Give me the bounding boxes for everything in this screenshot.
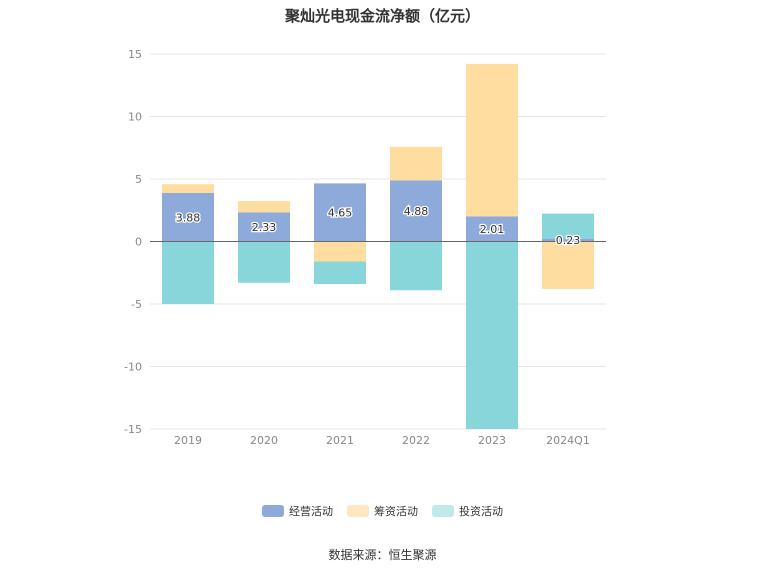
x-tick-label: 2019 <box>174 434 202 447</box>
x-tick-label: 2024Q1 <box>546 434 590 447</box>
bar-1-5 <box>542 241 594 289</box>
bar-2-5 <box>542 213 594 239</box>
x-tick-label: 2023 <box>478 434 506 447</box>
legend-swatch-operating <box>262 505 284 517</box>
data-label: 4.65 <box>328 206 353 219</box>
y-tick-label: -5 <box>131 298 142 311</box>
bar-2-0 <box>162 241 214 304</box>
legend-item-investing[interactable]: 投资活动 <box>432 503 503 519</box>
bar-2-2 <box>314 261 366 284</box>
x-tick-label: 2022 <box>402 434 430 447</box>
bar-1-3 <box>390 146 442 181</box>
data-label: 4.88 <box>404 205 429 218</box>
data-label: 2.01 <box>480 223 505 236</box>
bar-0-1 <box>238 212 290 242</box>
bar-0-2 <box>314 183 366 242</box>
bar-0-3 <box>390 180 442 242</box>
legend-swatch-investing <box>432 505 454 517</box>
legend-label-financing: 筹资活动 <box>374 505 418 518</box>
legend-item-operating[interactable]: 经营活动 <box>262 503 333 519</box>
bar-1-1 <box>238 201 290 213</box>
x-tick-label: 2020 <box>250 434 278 447</box>
legend-swatch-financing <box>347 505 369 517</box>
data-labels: 3.88 2.33 4.65 4.88 2.01 0.23 <box>175 204 582 249</box>
bar-0-5 <box>542 238 594 242</box>
y-tick-label: 15 <box>128 48 142 61</box>
bar-0-4 <box>466 216 518 242</box>
y-tick-label: -15 <box>124 423 142 436</box>
data-label: 2.33 <box>252 221 277 234</box>
y-axis-ticks: 15 10 5 0 -5 -10 -15 <box>124 48 142 436</box>
x-tick-label: 2021 <box>326 434 354 447</box>
data-label: 3.88 <box>176 211 201 224</box>
bar-1-4 <box>466 63 518 217</box>
legend: 经营活动 筹资活动 投资活动 <box>0 501 765 521</box>
x-axis-ticks: 2019 2020 2021 2022 2023 2024Q1 <box>174 434 590 447</box>
bar-2-1 <box>238 241 290 283</box>
y-tick-label: 10 <box>128 111 142 124</box>
y-tick-label: -10 <box>124 361 142 374</box>
legend-item-financing[interactable]: 筹资活动 <box>347 503 418 519</box>
y-tick-label: 5 <box>135 173 142 186</box>
bar-1-2 <box>314 241 366 262</box>
data-label: 0.23 <box>556 234 581 247</box>
chart-title: 聚灿光电现金流净额（亿元） <box>284 7 480 25</box>
bar-1-0 <box>162 184 214 193</box>
legend-label-investing: 投资活动 <box>459 505 503 518</box>
legend-label-operating: 经营活动 <box>289 505 333 518</box>
data-source: 数据来源：恒生聚源 <box>328 548 437 562</box>
bar-0-0 <box>162 193 214 242</box>
bar-2-4 <box>466 241 518 429</box>
bar-2-3 <box>390 241 442 291</box>
y-tick-label: 0 <box>135 236 142 249</box>
bars <box>162 63 594 429</box>
